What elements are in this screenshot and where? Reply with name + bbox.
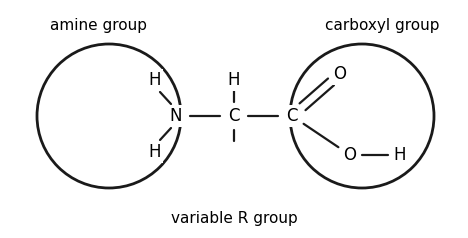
Text: H: H: [228, 71, 240, 89]
Text: H: H: [149, 71, 161, 89]
Text: C: C: [228, 107, 240, 125]
Text: H: H: [149, 143, 161, 161]
Text: N: N: [170, 107, 182, 125]
Text: amine group: amine group: [51, 18, 147, 33]
Text: variable R group: variable R group: [171, 211, 297, 226]
Text: O: O: [334, 65, 346, 83]
Text: O: O: [344, 146, 357, 164]
Text: carboxyl group: carboxyl group: [325, 18, 439, 33]
Text: H: H: [394, 146, 406, 164]
Text: C: C: [286, 107, 298, 125]
